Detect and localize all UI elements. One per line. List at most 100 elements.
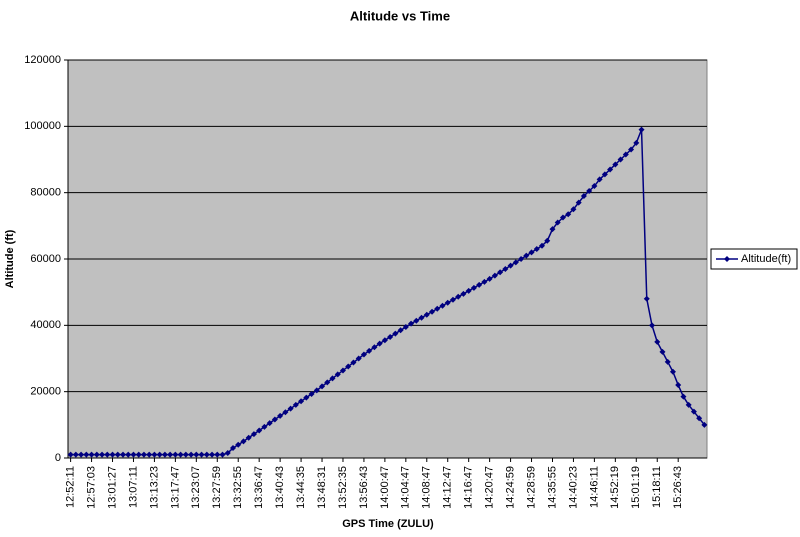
y-tick-label: 60000 [30,253,61,265]
point [418,314,425,321]
point [533,246,540,253]
x-tick-label: 15:01:19 [630,466,642,509]
point [292,401,299,408]
point [350,359,357,366]
point [229,445,236,452]
y-tick-label: 100000 [24,120,61,132]
y-tick-label: 120000 [24,54,61,66]
point [685,401,692,408]
point [203,451,210,458]
point [491,272,498,279]
point [402,323,409,330]
point [125,451,132,458]
x-tick-label: 13:44:35 [295,466,307,509]
x-tick-label: 14:04:47 [400,466,412,509]
point [371,344,378,351]
x-tick-label: 13:07:11 [127,466,139,508]
point [387,333,394,340]
x-tick-label: 14:20:47 [484,466,496,509]
x-tick-label: 15:26:43 [672,466,684,509]
point [544,237,551,244]
point [198,451,205,458]
y-tick-label: 0 [55,452,61,464]
legend-box [710,248,798,270]
point [502,265,509,272]
x-tick-label: 14:40:23 [567,466,579,509]
point [638,126,645,133]
x-tick-label: 13:27:59 [211,466,223,509]
x-tick-label: 13:48:31 [316,466,328,509]
point [355,355,362,362]
x-tick-label: 14:35:55 [546,466,558,509]
point [486,275,493,282]
point [214,451,221,458]
point [271,416,278,423]
x-tick-label: 15:18:11 [651,466,663,508]
point [161,451,168,458]
point [580,192,587,199]
point [277,412,284,419]
point [669,368,676,375]
point [455,293,462,300]
point [250,431,257,438]
point [675,382,682,389]
point [298,398,305,405]
point [434,305,441,312]
point [523,252,530,259]
point [303,394,310,401]
point [104,451,111,458]
point [628,146,635,153]
point [140,451,147,458]
point [444,299,451,306]
legend-label: Altitude(ft) [741,253,791,265]
point [156,451,163,458]
point [507,262,514,269]
point [429,308,436,315]
point [701,421,708,428]
point [654,338,661,345]
point [539,242,546,249]
point [397,327,404,334]
point [282,409,289,416]
point [659,348,666,355]
point [622,151,629,158]
x-tick-label: 14:12:47 [442,466,454,509]
point [376,340,383,347]
point [512,259,519,266]
point [339,367,346,374]
point [67,451,74,458]
x-tick-label: 12:57:03 [85,466,97,509]
point [366,347,373,354]
point [83,451,90,458]
point [245,434,252,441]
point [690,408,697,415]
point [413,317,420,324]
point [72,451,79,458]
point [329,375,336,382]
chart-title: Altitude vs Time [350,8,450,23]
point [261,423,268,430]
point [612,161,619,168]
point [256,427,263,434]
point [528,249,535,256]
x-tick-label: 13:23:07 [190,466,202,509]
point [334,371,341,378]
point [449,296,456,303]
point [287,405,294,412]
point [601,171,608,178]
point [93,451,100,458]
point [617,156,624,163]
point [193,451,200,458]
y-axis-label: Altitude (ft) [4,229,16,288]
x-tick-label: 12:52:11 [65,466,77,508]
point [188,451,195,458]
point [596,176,603,183]
point [99,451,106,458]
x-tick-label: 14:46:11 [588,466,600,508]
point [172,451,179,458]
point [381,337,388,344]
point [680,393,687,400]
point [114,451,121,458]
point [591,183,598,190]
point [240,438,247,445]
